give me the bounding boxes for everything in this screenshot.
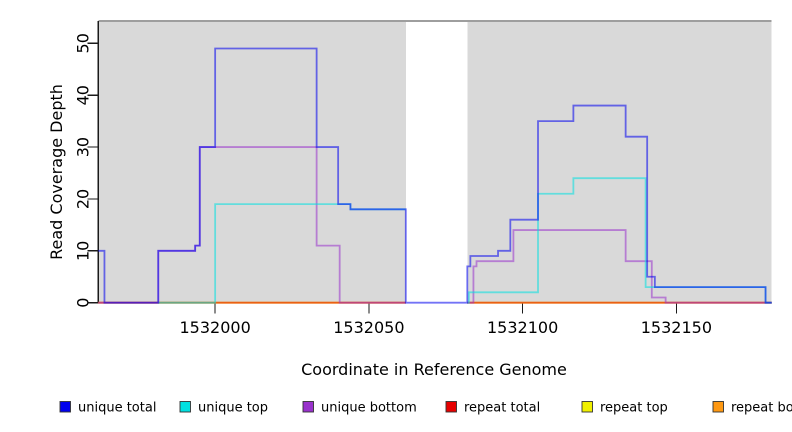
series-line-unique-bottom [467, 229, 772, 304]
legend-label: unique bottom [321, 401, 417, 416]
x-axis-title: Coordinate in Reference Genome [301, 360, 567, 379]
legend-item: repeat top [581, 401, 668, 416]
y-axis-title: Read Coverage Depth [47, 84, 66, 260]
legend-item: repeat bottom [712, 401, 792, 416]
legend-item: repeat total [445, 401, 540, 416]
legend-swatch-repeat-bottom [712, 401, 724, 413]
legend: unique total unique top unique bottom repea… [59, 401, 792, 416]
series-lines [98, 47, 772, 304]
y-axis-tick-label: 40 [74, 85, 93, 105]
legend-swatch-unique-top [179, 401, 191, 413]
plot-background-region [98, 21, 406, 304]
background-regions [98, 20, 772, 304]
legend-label: unique top [198, 401, 268, 416]
legend-label: repeat total [464, 401, 540, 416]
plot-background-region [467, 21, 772, 304]
y-axis-tick-label: 10 [74, 241, 93, 261]
legend-swatch-repeat-top [581, 401, 593, 413]
axes: 0 10 20 30 40 50 1532000 1532050 1532100 1532150 [74, 21, 712, 337]
legend-item: unique total [59, 401, 156, 416]
legend-label: repeat top [600, 401, 668, 416]
legend-item: unique top [179, 401, 268, 416]
y-axis-tick-label: 20 [74, 189, 93, 209]
x-axis-tick-label: 1532050 [333, 318, 404, 337]
y-axis-tick-label: 0 [74, 298, 93, 308]
legend-label: repeat bottom [731, 401, 792, 416]
y-axis-tick-label: 50 [74, 33, 93, 53]
legend-label: unique total [78, 401, 156, 416]
series-line-unique-total [98, 47, 772, 304]
x-axis-tick-label: 1532000 [180, 318, 251, 337]
x-axis-tick-label: 1532150 [641, 318, 712, 337]
y-axis-tick-label: 30 [74, 137, 93, 157]
legend-swatch-unique-bottom [302, 401, 314, 413]
legend-swatch-repeat-total [445, 401, 457, 413]
legend-swatch-unique-total [59, 401, 71, 413]
legend-item: unique bottom [302, 401, 417, 416]
x-axis-tick-label: 1532100 [487, 318, 558, 337]
